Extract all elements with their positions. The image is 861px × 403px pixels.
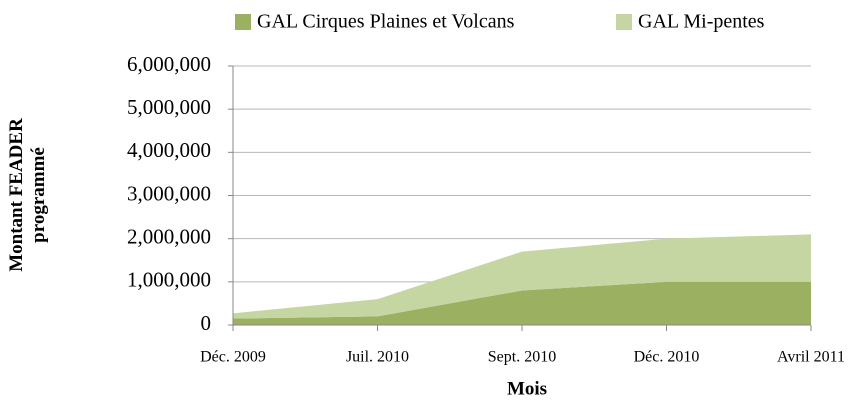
legend-label: GAL Mi-pentes bbox=[638, 11, 765, 33]
y-tick-label: 1,000,000 bbox=[127, 268, 211, 292]
y-tick-label: 3,000,000 bbox=[127, 181, 211, 205]
legend-label: GAL Cirques Plaines et Volcans bbox=[257, 11, 515, 33]
y-tick-label: 5,000,000 bbox=[127, 95, 211, 119]
x-tick-label: Déc. 2009 bbox=[200, 349, 266, 366]
x-axis-label: Mois bbox=[507, 378, 547, 399]
area bbox=[233, 281, 811, 325]
x-tick-label: Juil. 2010 bbox=[346, 349, 409, 366]
x-tick-label: Déc. 2010 bbox=[634, 349, 700, 366]
x-tick-label: Avril 2011 bbox=[777, 349, 845, 366]
area bbox=[233, 234, 811, 319]
x-tick-label: Sept. 2010 bbox=[488, 349, 556, 366]
y-axis-label: Montant FEADER programmé bbox=[6, 118, 49, 272]
y-tick-label: 6,000,000 bbox=[127, 52, 211, 76]
y-tick-label: 0 bbox=[201, 311, 212, 335]
legend-swatch bbox=[616, 14, 632, 30]
legend-swatch bbox=[235, 14, 251, 30]
y-tick-label: 2,000,000 bbox=[127, 224, 211, 248]
y-tick-label: 4,000,000 bbox=[127, 138, 211, 162]
